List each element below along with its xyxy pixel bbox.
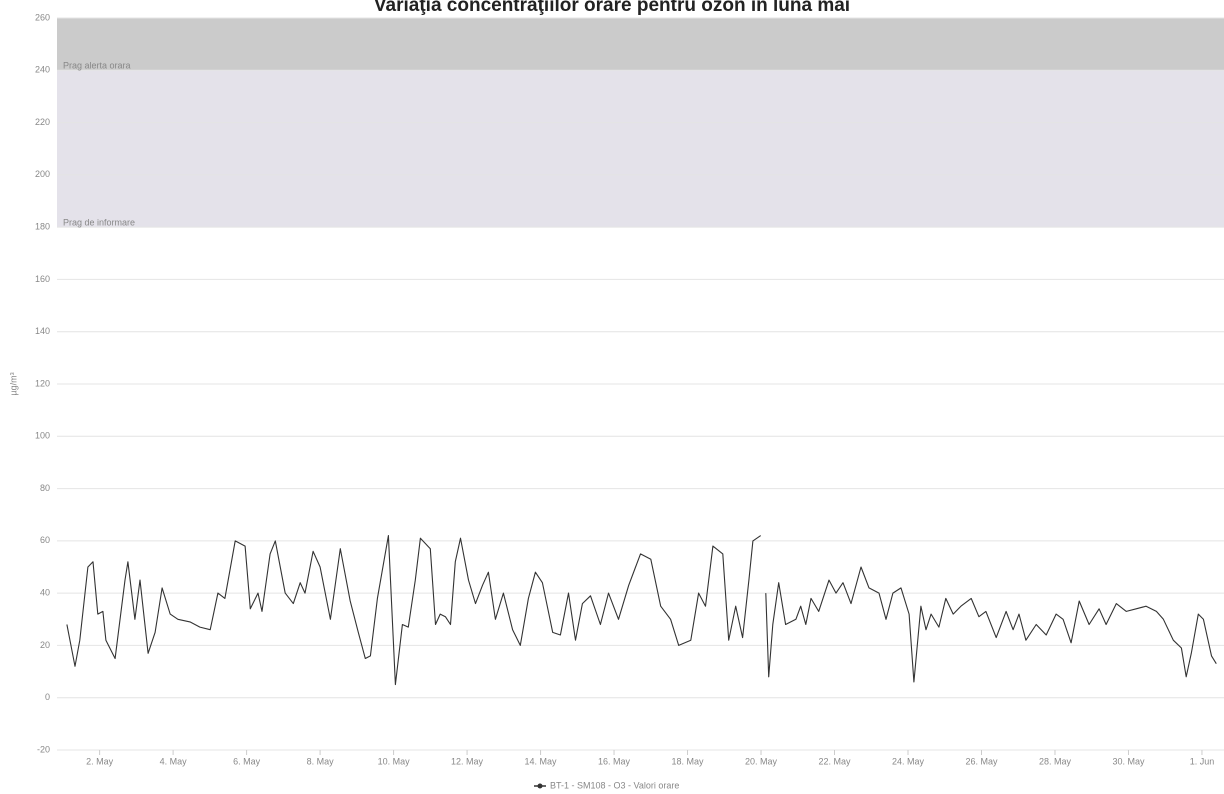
y-tick-label: 200 bbox=[35, 169, 50, 179]
x-tick-label: 30. May bbox=[1112, 756, 1145, 766]
y-tick-label: 100 bbox=[35, 431, 50, 441]
y-tick-label: -20 bbox=[37, 744, 50, 754]
legend-entry: BT-1 - SM108 - O3 - Valori orare bbox=[550, 780, 679, 790]
y-tick-label: 160 bbox=[35, 274, 50, 284]
x-tick-label: 28. May bbox=[1039, 756, 1072, 766]
plot-band-label: Prag de informare bbox=[63, 218, 135, 228]
y-tick-label: 80 bbox=[40, 483, 50, 493]
x-tick-label: 20. May bbox=[745, 756, 778, 766]
x-tick-label: 4. May bbox=[160, 756, 188, 766]
y-tick-label: 180 bbox=[35, 222, 50, 232]
x-tick-label: 12. May bbox=[451, 756, 484, 766]
y-tick-label: 240 bbox=[35, 65, 50, 75]
x-tick-label: 6. May bbox=[233, 756, 261, 766]
y-tick-label: 40 bbox=[40, 588, 50, 598]
x-tick-label: 16. May bbox=[598, 756, 631, 766]
y-tick-label: 220 bbox=[35, 117, 50, 127]
x-tick-label: 24. May bbox=[892, 756, 925, 766]
y-tick-label: 260 bbox=[35, 12, 50, 22]
x-tick-label: 14. May bbox=[525, 756, 558, 766]
plot-band bbox=[57, 18, 1224, 71]
y-tick-label: 120 bbox=[35, 378, 50, 388]
chart-title: Variaţia concentraţiilor orare pentru oz… bbox=[374, 0, 850, 16]
x-tick-label: 8. May bbox=[307, 756, 335, 766]
data-line bbox=[66, 535, 1217, 686]
x-tick-label: 26. May bbox=[965, 756, 998, 766]
y-tick-label: 20 bbox=[40, 640, 50, 650]
x-tick-label: 18. May bbox=[672, 756, 705, 766]
y-tick-label: 140 bbox=[35, 326, 50, 336]
plot-band bbox=[57, 70, 1224, 228]
x-tick-label: 22. May bbox=[819, 756, 852, 766]
x-tick-label: 1. Jun bbox=[1190, 756, 1215, 766]
y-axis-label: µg/m³ bbox=[8, 372, 18, 395]
legend-marker bbox=[537, 783, 543, 789]
x-tick-label: 2. May bbox=[86, 756, 114, 766]
plot-band-label: Prag alerta orara bbox=[63, 61, 131, 71]
x-tick-label: 10. May bbox=[378, 756, 411, 766]
y-tick-label: 60 bbox=[40, 535, 50, 545]
y-tick-label: 0 bbox=[45, 692, 50, 702]
